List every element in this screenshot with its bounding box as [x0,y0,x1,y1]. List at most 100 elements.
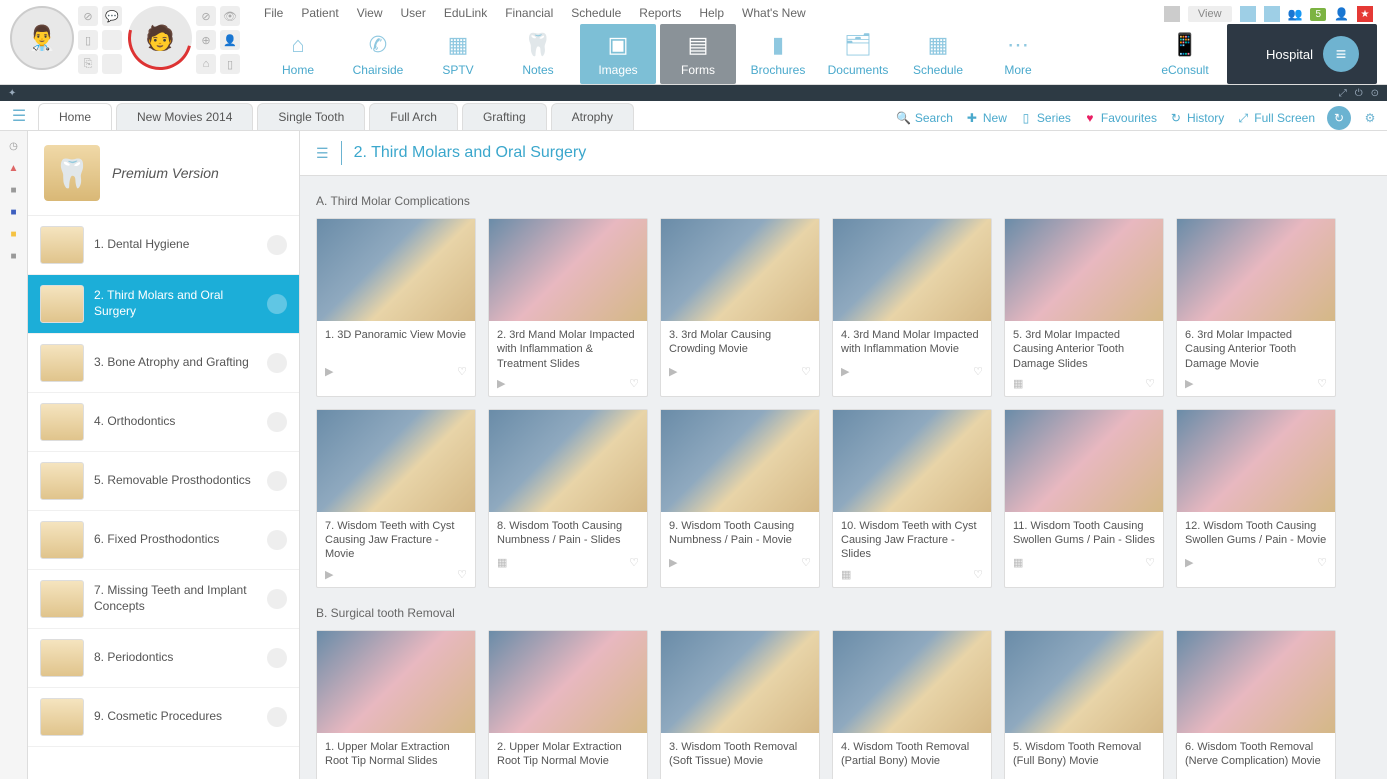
mini-icon-plus[interactable]: ⊕ [196,30,216,50]
favourite-heart-icon[interactable]: ♡ [1317,377,1327,390]
mini-icon-blank1[interactable] [102,30,122,50]
category-item[interactable]: 5. Removable Prosthodontics [28,452,299,511]
favourite-heart-icon[interactable]: ♡ [1145,377,1155,390]
favourite-heart-icon[interactable]: ♡ [1317,556,1327,569]
media-card[interactable]: 12. Wisdom Tooth Causing Swollen Gums / … [1176,409,1336,588]
media-card[interactable]: 5. Wisdom Tooth Removal (Full Bony) Movi… [1004,630,1164,779]
ribbon-forms[interactable]: ▤ Forms [660,24,736,84]
darkstrip-settings-icon[interactable]: ⊙ [1371,88,1379,99]
ribbon-sptv[interactable]: ▦ SPTV [420,24,496,84]
media-card[interactable]: 1. Upper Molar Extraction Root Tip Norma… [316,630,476,779]
tool-favourites[interactable]: ♥Favourites [1083,111,1157,125]
ribbon-notes[interactable]: 🦷 Notes [500,24,576,84]
mini-icon-block2[interactable]: ⊘ [196,6,216,26]
view-mode-2[interactable] [1264,6,1280,22]
tool-history[interactable]: ↻History [1169,111,1224,125]
tool-search[interactable]: 🔍Search [897,111,953,125]
media-card[interactable]: 2. 3rd Mand Molar Impacted with Inflamma… [488,218,648,397]
favourite-heart-icon[interactable]: ♡ [629,377,639,390]
avatar-doctor[interactable]: 👨‍⚕️ [10,6,74,70]
favourite-heart-icon[interactable]: ♡ [629,556,639,569]
mini-icon-phone[interactable]: ▯ [220,54,240,74]
leftrail-dot-3[interactable]: ■ [7,205,21,219]
tab-full-arch[interactable]: Full Arch [369,103,458,130]
category-item[interactable]: 7. Missing Teeth and Implant Concepts [28,570,299,629]
favourite-heart-icon[interactable]: ♡ [457,568,467,581]
media-card[interactable]: 9. Wisdom Tooth Causing Numbness / Pain … [660,409,820,588]
media-card[interactable]: 6. Wisdom Tooth Removal (Nerve Complicat… [1176,630,1336,779]
media-card[interactable]: 4. Wisdom Tooth Removal (Partial Bony) M… [832,630,992,779]
menu-file[interactable]: File [264,6,283,22]
darkstrip-target-icon[interactable]: ✦ [8,88,16,99]
category-item[interactable]: 9. Cosmetic Procedures [28,688,299,747]
category-item[interactable]: 1. Dental Hygiene [28,216,299,275]
category-item[interactable]: 2. Third Molars and Oral Surgery [28,275,299,334]
tab-grafting[interactable]: Grafting [462,103,547,130]
tool-series[interactable]: ▯Series [1019,111,1071,125]
menu-reports[interactable]: Reports [639,6,681,22]
favourite-heart-icon[interactable]: ♡ [973,365,983,378]
favourite-heart-icon[interactable]: ♡ [1145,556,1155,569]
media-card[interactable]: 7. Wisdom Teeth with Cyst Causing Jaw Fr… [316,409,476,588]
notification-badge[interactable]: 5 [1310,8,1326,21]
leftrail-dot-0[interactable]: ◷ [7,139,21,153]
ribbon-home[interactable]: ⌂ Home [260,24,336,84]
darkstrip-power-icon[interactable]: ⏻ [1355,88,1363,99]
media-card[interactable]: 2. Upper Molar Extraction Root Tip Norma… [488,630,648,779]
menu-financial[interactable]: Financial [505,6,553,22]
ribbon-brochures[interactable]: ▮ Brochures [740,24,816,84]
media-card[interactable]: 3. Wisdom Tooth Removal (Soft Tissue) Mo… [660,630,820,779]
media-card[interactable]: 5. 3rd Molar Impacted Causing Anterior T… [1004,218,1164,397]
darkstrip-expand-icon[interactable]: ⤢ [1339,88,1347,99]
mini-icon-blank2[interactable] [102,54,122,74]
users-icon[interactable]: 👥 [1288,7,1303,21]
menu-schedule[interactable]: Schedule [571,6,621,22]
tab-new-movies-2014[interactable]: New Movies 2014 [116,103,253,130]
content-menu-icon[interactable]: ☰ [316,145,329,162]
view-mode-1[interactable] [1240,6,1256,22]
menu-view[interactable]: View [357,6,383,22]
mini-icon-exit[interactable]: ⎘ [78,54,98,74]
view-mode-gray[interactable] [1164,6,1180,22]
tool-settings[interactable]: ⚙ [1363,111,1377,125]
user-icon[interactable]: 👤 [1334,7,1349,21]
tab-home[interactable]: Home [38,103,112,130]
mini-icon-note[interactable]: ▯ [78,30,98,50]
tab-single-tooth[interactable]: Single Tooth [257,103,365,130]
ribbon-econsult[interactable]: 📱 eConsult [1147,24,1223,84]
ribbon-more[interactable]: ⋯ More [980,24,1056,84]
tool-fullscreen[interactable]: ⤢Full Screen [1236,111,1315,125]
favourite-heart-icon[interactable]: ♡ [801,556,811,569]
media-card[interactable]: 1. 3D Panoramic View Movie ▶ ♡ [316,218,476,397]
hamburger-icon[interactable]: ☰ [8,107,30,125]
category-item[interactable]: 6. Fixed Prosthodontics [28,511,299,570]
media-card[interactable]: 6. 3rd Molar Impacted Causing Anterior T… [1176,218,1336,397]
mini-icon-block[interactable]: ⊘ [78,6,98,26]
menu-edulink[interactable]: EduLink [444,6,487,22]
ribbon-documents[interactable]: 🗂 Documents [820,24,896,84]
menu-help[interactable]: Help [699,6,724,22]
ribbon-schedule[interactable]: ▦ Schedule [900,24,976,84]
alert-star-icon[interactable]: ★ [1357,6,1373,22]
mini-icon-eye[interactable]: 👁 [220,6,240,26]
leftrail-dot-4[interactable]: ■ [7,227,21,241]
favourite-heart-icon[interactable]: ♡ [973,568,983,581]
ribbon-chairside[interactable]: ✆ Chairside [340,24,416,84]
menu-patient[interactable]: Patient [301,6,338,22]
leftrail-dot-5[interactable]: ■ [7,249,21,263]
media-card[interactable]: 11. Wisdom Tooth Causing Swollen Gums / … [1004,409,1164,588]
avatar-patient[interactable]: 🧑 [116,0,203,82]
leftrail-dot-2[interactable]: ■ [7,183,21,197]
ribbon-images[interactable]: ▣ Images [580,24,656,84]
menu-user[interactable]: User [401,6,426,22]
category-item[interactable]: 3. Bone Atrophy and Grafting [28,334,299,393]
tab-atrophy[interactable]: Atrophy [551,103,634,130]
leftrail-dot-1[interactable]: ▲ [7,161,21,175]
category-item[interactable]: 8. Periodontics [28,629,299,688]
media-card[interactable]: 8. Wisdom Tooth Causing Numbness / Pain … [488,409,648,588]
hospital-pill[interactable]: Hospital ≡ [1227,24,1377,84]
menu-what-s-new[interactable]: What's New [742,6,806,22]
media-card[interactable]: 3. 3rd Molar Causing Crowding Movie ▶ ♡ [660,218,820,397]
favourite-heart-icon[interactable]: ♡ [801,365,811,378]
favourite-heart-icon[interactable]: ♡ [457,365,467,378]
